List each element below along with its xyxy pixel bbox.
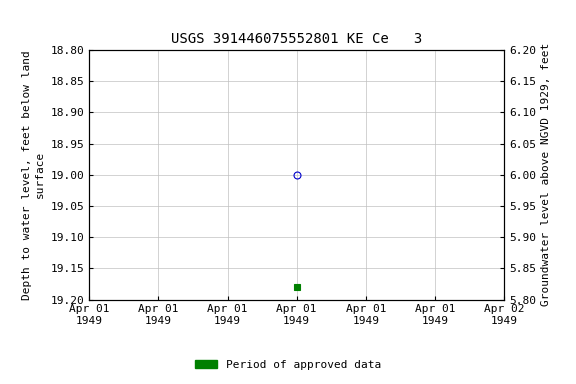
- Y-axis label: Groundwater level above NGVD 1929, feet: Groundwater level above NGVD 1929, feet: [541, 43, 551, 306]
- Y-axis label: Depth to water level, feet below land
surface: Depth to water level, feet below land su…: [22, 50, 45, 300]
- Title: USGS 391446075552801 KE Ce   3: USGS 391446075552801 KE Ce 3: [171, 32, 422, 46]
- Legend: Period of approved data: Period of approved data: [191, 356, 385, 375]
